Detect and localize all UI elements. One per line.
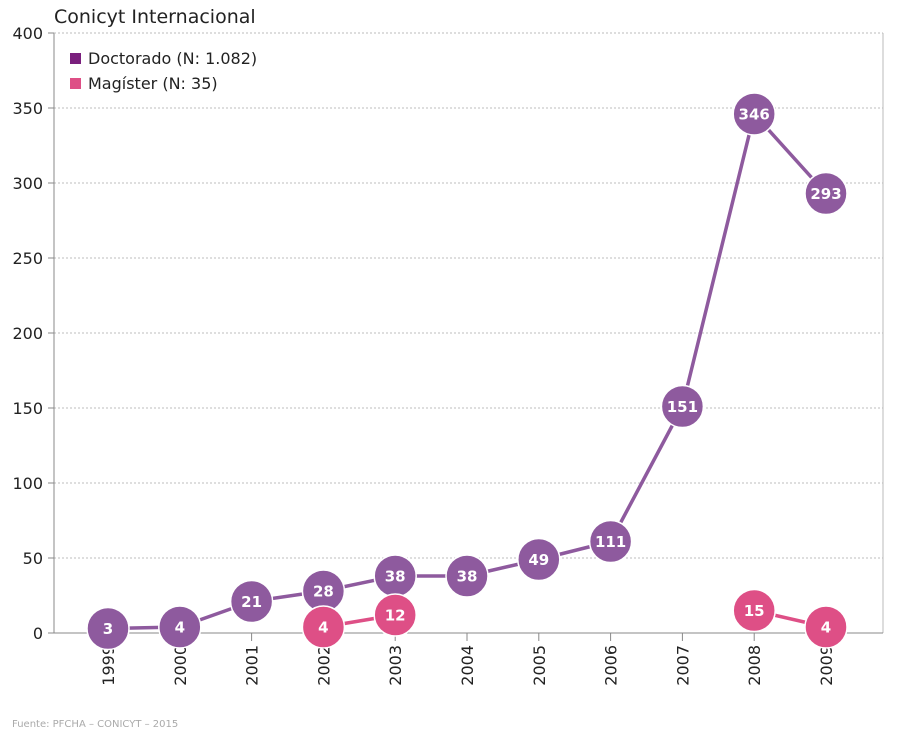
data-label: 15 <box>744 602 765 620</box>
data-label: 151 <box>667 398 698 416</box>
legend: Doctorado (N: 1.082) Magíster (N: 35) <box>70 49 257 93</box>
x-axis-ticks: 1999 2000 2001 2002 2003 2004 2005 2006 2007 2008… <box>99 633 836 686</box>
x-tick-label: 2001 <box>243 645 262 686</box>
y-tick-label: 50 <box>23 549 43 568</box>
data-label: 12 <box>385 607 406 625</box>
x-tick-label: 2005 <box>530 645 549 686</box>
data-point <box>158 605 202 649</box>
data-label: 38 <box>385 568 406 586</box>
data-point <box>445 554 489 598</box>
source-note: Fuente: PFCHA – CONICYT – 2015 <box>12 719 179 730</box>
data-label: 38 <box>457 568 478 586</box>
data-label: 49 <box>528 551 549 569</box>
data-point <box>804 171 848 216</box>
data-point <box>229 579 274 624</box>
data-label: 21 <box>241 593 262 611</box>
series-points: 3 4 21 28 38 38 49 111 151 346 293 4 12 15 4 <box>86 92 848 651</box>
series-lines <box>107 112 828 631</box>
y-axis-ticks: 0 50 100 150 200 250 300 350 400 <box>12 24 54 643</box>
data-label: 293 <box>810 185 841 203</box>
x-tick-label: 2004 <box>458 645 477 686</box>
data-point <box>86 606 130 651</box>
data-label: 346 <box>739 106 770 124</box>
x-tick-label: 2007 <box>673 645 692 686</box>
data-label: 28 <box>313 583 334 601</box>
x-tick-label: 2002 <box>314 645 333 686</box>
x-tick-label: 2009 <box>817 645 836 686</box>
data-label: 111 <box>595 533 626 551</box>
data-label: 3 <box>103 620 113 638</box>
data-point <box>517 537 561 582</box>
y-tick-label: 0 <box>33 624 43 643</box>
y-tick-label: 350 <box>12 99 43 118</box>
data-point <box>732 92 776 136</box>
data-label: 4 <box>175 619 185 637</box>
y-tick-label: 400 <box>12 24 43 43</box>
series-line <box>107 112 828 631</box>
legend-entry: Doctorado (N: 1.082) <box>88 49 257 68</box>
data-point <box>588 519 633 564</box>
y-tick-label: 100 <box>12 474 43 493</box>
y-tick-label: 300 <box>12 174 43 193</box>
x-tick-label: 2003 <box>386 645 405 686</box>
x-tick-label: 1999 <box>99 645 118 686</box>
x-tick-label: 2008 <box>745 645 764 686</box>
data-label: 4 <box>821 619 831 637</box>
legend-swatch <box>70 78 81 89</box>
data-point <box>732 588 776 633</box>
x-tick-label: 2000 <box>171 645 190 686</box>
data-point <box>804 605 848 649</box>
legend-swatch <box>70 53 81 64</box>
y-tick-label: 200 <box>12 324 43 343</box>
y-tick-label: 250 <box>12 249 43 268</box>
data-point <box>373 593 417 637</box>
data-label: 4 <box>318 619 328 637</box>
data-point <box>301 605 346 649</box>
chart-title: Conicyt Internacional <box>54 6 256 28</box>
data-point <box>660 384 705 429</box>
x-tick-label: 2006 <box>602 645 621 686</box>
legend-entry: Magíster (N: 35) <box>88 74 218 93</box>
y-tick-label: 150 <box>12 399 43 418</box>
